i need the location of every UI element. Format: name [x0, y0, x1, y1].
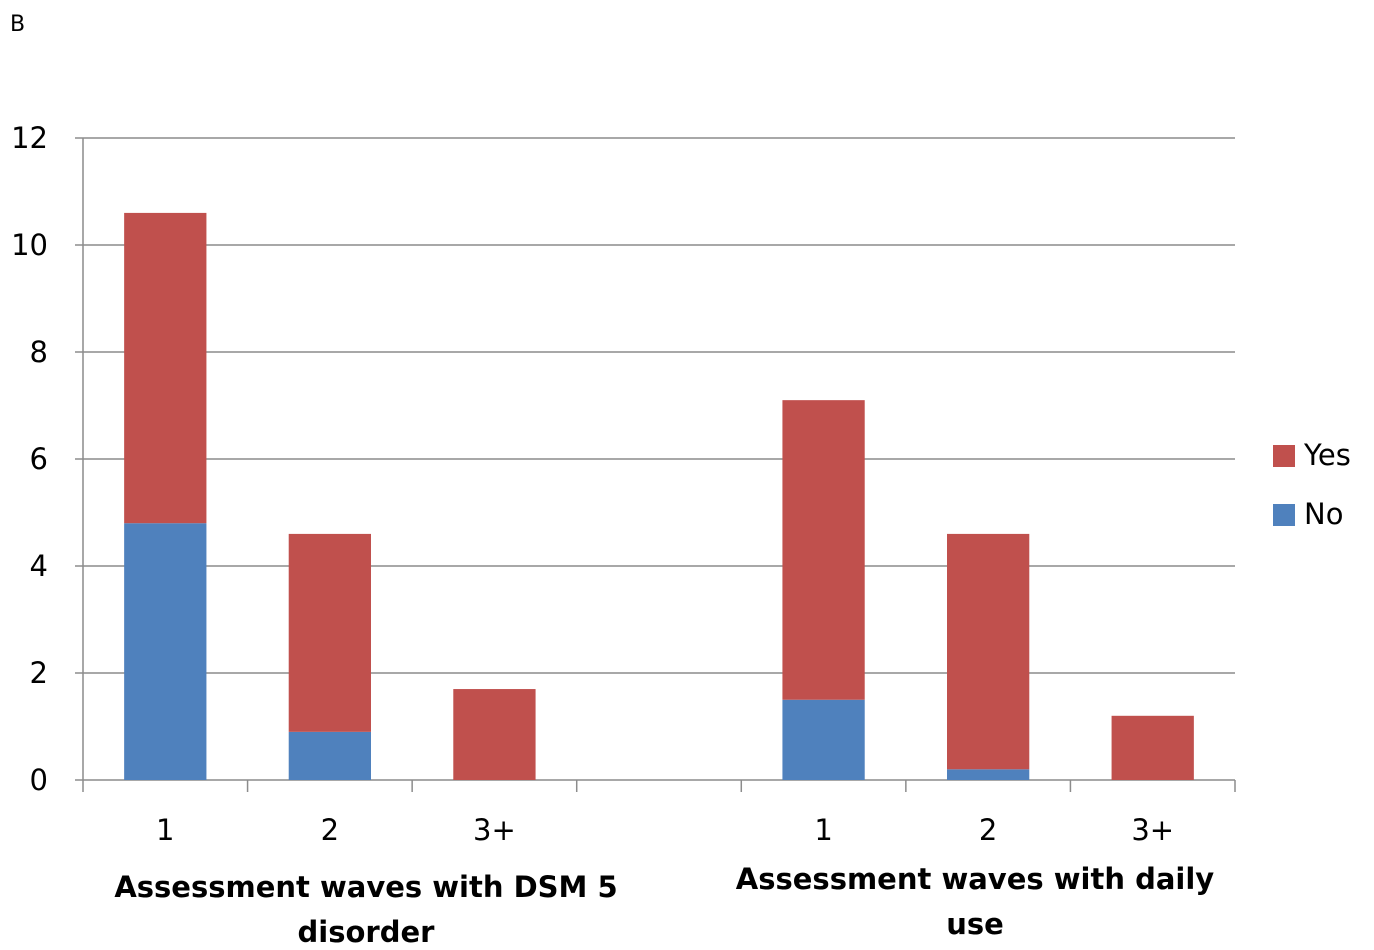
legend-swatch-yes [1273, 445, 1295, 467]
bar-yes [453, 689, 536, 780]
bar-yes [782, 400, 865, 700]
bar-no [782, 699, 865, 780]
x-tick-label: 3+ [1131, 813, 1174, 847]
legend-label-yes: Yes [1303, 438, 1351, 472]
group-label-line1: Assessment waves with daily [736, 862, 1214, 896]
group-label-line2: disorder [298, 915, 436, 949]
x-tick-label: 3+ [473, 813, 516, 847]
bar-yes [288, 533, 371, 732]
legend-label-no: No [1304, 497, 1343, 531]
group-labels: Assessment waves with DSM 5 disorder Asses… [114, 862, 1214, 949]
x-tick-label: 2 [979, 813, 997, 847]
bar-yes [124, 212, 207, 524]
gridlines [83, 137, 1235, 674]
x-tick-label: 1 [814, 813, 832, 847]
bar-no [288, 731, 371, 780]
bar-yes [1111, 715, 1194, 780]
y-tick-label: 12 [11, 121, 48, 155]
y-tick-label: 2 [30, 656, 48, 690]
bars [124, 212, 1194, 780]
y-tick-label: 0 [30, 763, 48, 797]
x-tick-label: 1 [156, 813, 174, 847]
y-tick-label: 8 [30, 335, 48, 369]
y-tick-label: 6 [30, 442, 48, 476]
axes [75, 137, 1236, 792]
legend: Yes No [1273, 438, 1351, 531]
x-tick-labels: 1 2 3+ 1 2 3+ [156, 813, 1174, 847]
panel-label: B [10, 12, 25, 37]
x-tick-label: 2 [321, 813, 339, 847]
y-tick-label: 10 [11, 228, 48, 262]
y-tick-labels: 0 2 4 6 8 10 12 [11, 121, 48, 797]
bar-no [947, 769, 1030, 780]
legend-swatch-no [1273, 504, 1295, 526]
bar-no [124, 523, 207, 780]
bar-yes [947, 533, 1030, 770]
group-label-line1: Assessment waves with DSM 5 [114, 870, 617, 904]
group-label-line2: use [946, 907, 1004, 941]
y-tick-label: 4 [30, 549, 48, 583]
